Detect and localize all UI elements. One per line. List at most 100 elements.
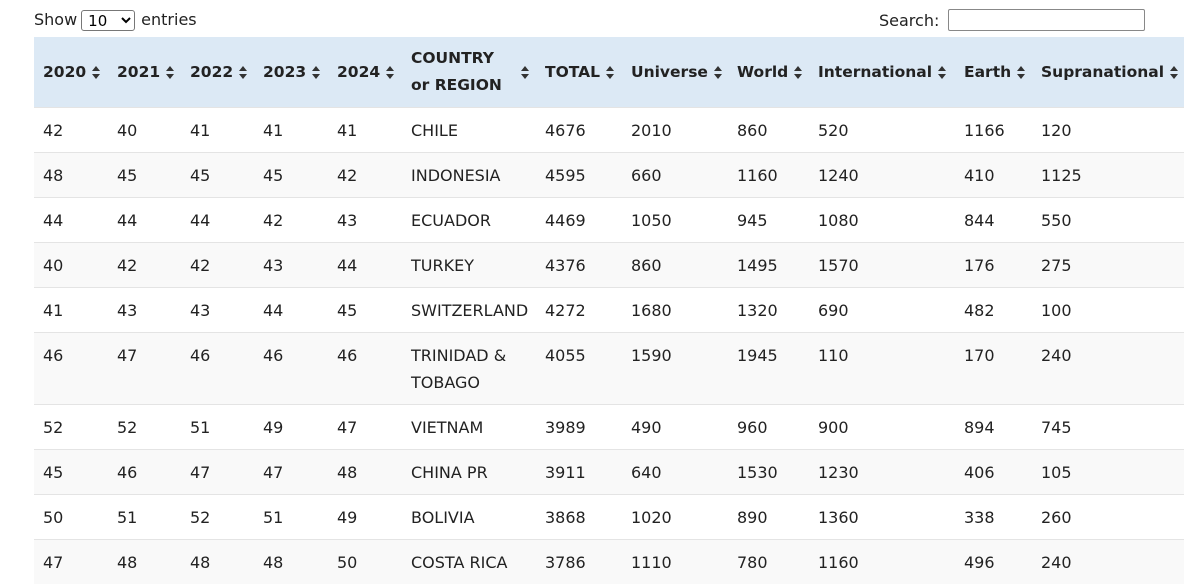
table-cell: 50	[34, 494, 108, 540]
table-cell: 47	[34, 539, 108, 584]
table-row: 44 44 44 42 43 ECUADOR 4469 1050 945 1080 844 550	[34, 197, 1184, 243]
table-cell: 1360	[809, 494, 955, 540]
table-cell: 1160	[809, 539, 955, 584]
header-label: 2023	[263, 63, 307, 82]
column-header[interactable]: TOTAL	[536, 37, 622, 108]
table-cell: 44	[108, 197, 181, 243]
table-cell: 945	[728, 197, 809, 243]
table-cell: 338	[955, 494, 1032, 540]
table-cell: 45	[254, 152, 328, 198]
table-cell: 1160	[728, 152, 809, 198]
table-cell: 1570	[809, 242, 955, 288]
sort-icon	[794, 65, 803, 79]
table-cell: 52	[181, 494, 254, 540]
column-header[interactable]: 2020	[34, 37, 108, 108]
table-cell: 100	[1032, 287, 1184, 333]
header-label: 2022	[190, 63, 234, 82]
table-cell: 42	[328, 152, 402, 198]
table-row: 46 47 46 46 46 TRINIDAD & TOBAGO 4055 1590 1945 1…	[34, 332, 1184, 405]
table-cell: 42	[34, 107, 108, 153]
table-cell: 4055	[536, 332, 622, 405]
table-cell: SWITZERLAND	[402, 287, 536, 333]
show-label: Show	[34, 10, 78, 29]
header-label: Earth	[964, 63, 1012, 82]
table-cell: 860	[728, 107, 809, 153]
table-cell: 44	[181, 197, 254, 243]
table-cell: 45	[328, 287, 402, 333]
table-row: 50 51 52 51 49 BOLIVIA 3868 1020 890 1360 338 260	[34, 494, 1184, 540]
table-cell: 43	[108, 287, 181, 333]
table-cell: 47	[328, 404, 402, 450]
table-cell: 960	[728, 404, 809, 450]
entries-label: entries	[141, 10, 197, 29]
table-cell: 1020	[622, 494, 728, 540]
table-cell: 45	[34, 449, 108, 495]
table-cell: TRINIDAD & TOBAGO	[402, 332, 536, 405]
table-cell: 105	[1032, 449, 1184, 495]
table-row: 40 42 42 43 44 TURKEY 4376 860 1495 1570 176 275	[34, 242, 1184, 288]
table-cell: 50	[328, 539, 402, 584]
table-cell: VIETNAM	[402, 404, 536, 450]
sort-icon	[386, 65, 395, 79]
table-cell: 1495	[728, 242, 809, 288]
column-header[interactable]: World	[728, 37, 809, 108]
search-input[interactable]	[948, 9, 1145, 31]
table-cell: 47	[108, 332, 181, 405]
page-length-select[interactable]: 10	[81, 10, 136, 31]
table-cell: 170	[955, 332, 1032, 405]
table-cell: 44	[254, 287, 328, 333]
table-cell: 1240	[809, 152, 955, 198]
table-cell: 4676	[536, 107, 622, 153]
table-cell: 40	[34, 242, 108, 288]
column-header[interactable]: COUNTRY or REGION	[402, 37, 536, 108]
header-row: 2020 2021 2022 2023 2024 COUNTRY or REGION TOT…	[34, 37, 1184, 108]
table-cell: 275	[1032, 242, 1184, 288]
table-cell: 45	[108, 152, 181, 198]
table-cell: 48	[108, 539, 181, 584]
table-row: 42 40 41 41 41 CHILE 4676 2010 860 520 1166 120	[34, 107, 1184, 153]
table-cell: 42	[181, 242, 254, 288]
table-cell: 745	[1032, 404, 1184, 450]
header-label: World	[737, 63, 789, 82]
column-header[interactable]: Universe	[622, 37, 728, 108]
column-header[interactable]: International	[809, 37, 955, 108]
table-cell: 640	[622, 449, 728, 495]
table-cell: 1320	[728, 287, 809, 333]
table-cell: 490	[622, 404, 728, 450]
table-cell: 780	[728, 539, 809, 584]
table-cell: TURKEY	[402, 242, 536, 288]
column-header[interactable]: 2024	[328, 37, 402, 108]
table-cell: ECUADOR	[402, 197, 536, 243]
table-cell: 3786	[536, 539, 622, 584]
table-cell: 47	[254, 449, 328, 495]
table-cell: 40	[108, 107, 181, 153]
column-header[interactable]: 2021	[108, 37, 181, 108]
table-cell: 46	[108, 449, 181, 495]
table-cell: CHINA PR	[402, 449, 536, 495]
table-cell: 1590	[622, 332, 728, 405]
table-cell: CHILE	[402, 107, 536, 153]
column-header[interactable]: Supranational	[1032, 37, 1184, 108]
table-cell: 4272	[536, 287, 622, 333]
table-cell: 520	[809, 107, 955, 153]
sort-icon	[1017, 65, 1026, 79]
table-cell: 1080	[809, 197, 955, 243]
column-header[interactable]: 2023	[254, 37, 328, 108]
table-cell: 46	[34, 332, 108, 405]
column-header[interactable]: Earth	[955, 37, 1032, 108]
table-cell: 47	[181, 449, 254, 495]
table-cell: 120	[1032, 107, 1184, 153]
sort-icon	[239, 65, 248, 79]
data-table: 2020 2021 2022 2023 2024 COUNTRY or REGION TOT…	[34, 37, 1184, 584]
header-label: 2020	[43, 63, 87, 82]
column-header[interactable]: 2022	[181, 37, 254, 108]
table-row: 48 45 45 45 42 INDONESIA 4595 660 1160 1240 410 112…	[34, 152, 1184, 198]
table-cell: 41	[34, 287, 108, 333]
header-label: 2024	[337, 63, 381, 82]
table-cell: 240	[1032, 539, 1184, 584]
table-cell: 44	[34, 197, 108, 243]
table-cell: 51	[181, 404, 254, 450]
table-cell: 860	[622, 242, 728, 288]
table-cell: 1050	[622, 197, 728, 243]
